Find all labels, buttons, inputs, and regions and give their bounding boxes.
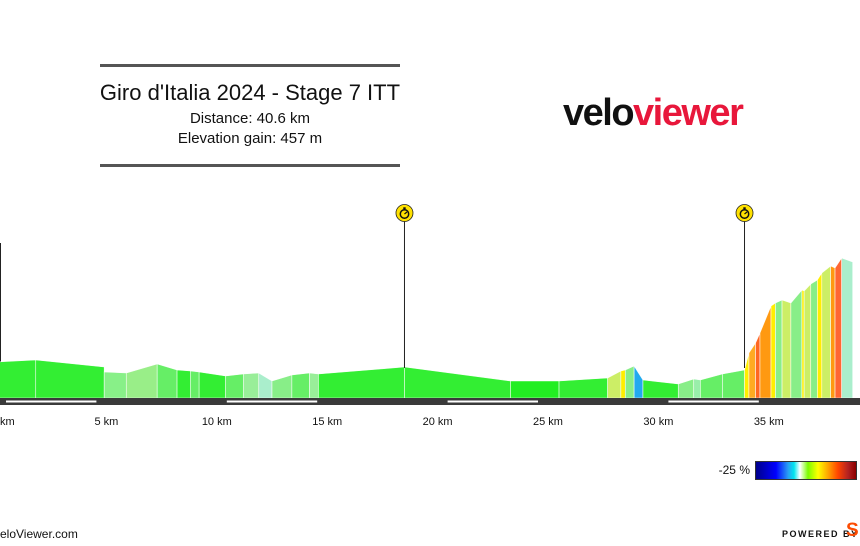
- footer-site-name[interactable]: eloViewer.com: [0, 527, 78, 541]
- profile-segment: [810, 279, 818, 399]
- x-tick-label: 10 km: [202, 416, 232, 428]
- profile-segment: [291, 372, 310, 399]
- stopwatch-face: [399, 209, 410, 219]
- profile-segment: [607, 370, 622, 399]
- profile-segment: [677, 378, 695, 399]
- x-tick-label: km: [0, 416, 15, 428]
- profile-segment: [620, 369, 626, 399]
- profile-segment: [790, 289, 803, 399]
- x-axis-dash: [447, 400, 538, 403]
- strava-logo: S: [846, 520, 859, 541]
- profile-segment: [803, 283, 812, 399]
- profile-segment: [242, 372, 260, 399]
- profile-segment: [722, 369, 745, 399]
- x-tick-label: 35 km: [754, 416, 784, 428]
- x-axis-dash: [6, 400, 97, 403]
- profile-segment: [156, 363, 178, 399]
- profile-segment: [781, 299, 792, 399]
- profile-segment: [775, 299, 783, 399]
- title-rule-bottom: [100, 164, 400, 167]
- veloviewer-logo: veloviewer: [563, 92, 744, 134]
- stopwatch-hand: [744, 211, 748, 215]
- profile-segment: [817, 271, 823, 399]
- stopwatch-icon: [395, 204, 414, 222]
- x-axis-dash: [668, 400, 759, 403]
- x-tick-label: 15 km: [312, 416, 342, 428]
- profile-segment: [633, 364, 644, 399]
- profile-segment: [0, 359, 37, 399]
- profile-segment: [198, 371, 226, 399]
- x-axis-dash: [226, 400, 318, 403]
- profile-segment: [744, 352, 750, 399]
- profile-segment: [759, 305, 772, 399]
- stopwatch-face: [739, 209, 750, 219]
- distance-label: Distance: 40.6 km: [189, 110, 311, 127]
- profile-segment: [309, 372, 319, 399]
- profile-segment: [404, 366, 511, 399]
- elevation-gain-label: Elevation gain: 457 m: [177, 130, 323, 147]
- profile-segment: [748, 342, 756, 399]
- profile-segment: [225, 373, 244, 399]
- profile-segment: [271, 374, 293, 399]
- stopwatch-crown: [403, 207, 406, 210]
- profile-segment: [642, 379, 679, 399]
- logo-viewer: viewer: [633, 92, 744, 134]
- x-tick-label: 5 km: [94, 416, 118, 428]
- profile-segment: [510, 380, 560, 399]
- stopwatch-icon: [735, 204, 754, 222]
- profile-segment: [801, 289, 805, 399]
- stopwatch-hand: [404, 211, 408, 215]
- profile-segment: [755, 332, 761, 399]
- profile-segment: [693, 378, 701, 399]
- profile-segment: [700, 373, 723, 399]
- profile-segment: [176, 369, 191, 399]
- profile-segment: [318, 366, 405, 399]
- x-tick-label: 30 km: [643, 416, 673, 428]
- profile-segment: [258, 372, 273, 399]
- profile-segment: [103, 371, 127, 399]
- profile-segment: [834, 257, 842, 399]
- gradient-legend-bar: [755, 461, 857, 480]
- x-tick-label: 25 km: [533, 416, 563, 428]
- profile-segment: [190, 370, 200, 399]
- x-tick-label: 20 km: [423, 416, 453, 428]
- profile-segment: [821, 265, 831, 399]
- chart-title: Giro d'Italia 2024 - Stage 7 ITT: [99, 80, 401, 105]
- elevation-profile-chart: km 5 km 10 km 15 km 20 km 25 km 30 km 35 km: [0, 204, 860, 428]
- logo-velo: velo: [563, 92, 635, 134]
- profile-segment: [624, 365, 635, 399]
- gradient-legend-label: -25 %: [718, 463, 750, 477]
- profile-segment: [35, 359, 105, 399]
- profile-segment: [841, 257, 854, 399]
- title-rule-top: [100, 64, 400, 67]
- profile-segment: [558, 377, 608, 399]
- profile-segment: [830, 265, 836, 399]
- powered-by-label: POWERED BY: [782, 529, 859, 539]
- stopwatch-crown: [743, 207, 746, 210]
- profile-segment: [125, 363, 158, 399]
- x-axis-band: [0, 398, 860, 405]
- profile-segment: [770, 302, 776, 399]
